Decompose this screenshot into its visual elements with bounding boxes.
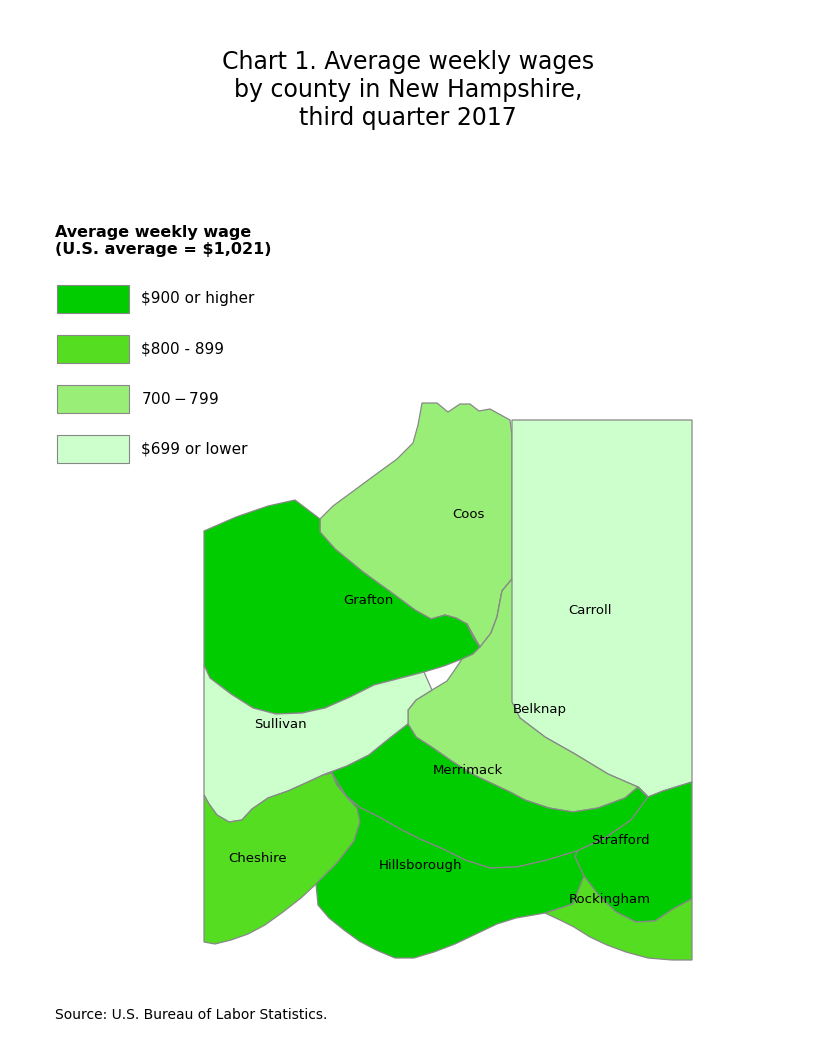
Text: Belknap: Belknap bbox=[513, 703, 567, 717]
Polygon shape bbox=[545, 876, 692, 960]
Text: Carroll: Carroll bbox=[568, 603, 612, 617]
Text: Sullivan: Sullivan bbox=[254, 718, 306, 732]
Text: Hillsborough: Hillsborough bbox=[379, 859, 462, 871]
Bar bbox=[57, 285, 129, 313]
Text: Grafton: Grafton bbox=[343, 593, 393, 606]
Text: Merrimack: Merrimack bbox=[432, 763, 503, 776]
Text: Average weekly wage
(U.S. average = $1,021): Average weekly wage (U.S. average = $1,0… bbox=[55, 225, 272, 258]
Polygon shape bbox=[491, 420, 692, 797]
Text: Cheshire: Cheshire bbox=[228, 851, 287, 865]
Bar bbox=[57, 385, 129, 413]
Bar bbox=[57, 435, 129, 463]
Text: $800 - 899: $800 - 899 bbox=[141, 341, 224, 357]
Polygon shape bbox=[323, 724, 648, 868]
Text: $699 or lower: $699 or lower bbox=[141, 441, 247, 456]
Polygon shape bbox=[408, 579, 638, 812]
Polygon shape bbox=[575, 782, 692, 922]
Text: $900 or higher: $900 or higher bbox=[141, 291, 255, 306]
Bar bbox=[57, 335, 129, 363]
Polygon shape bbox=[204, 773, 360, 944]
Text: $700 - $799: $700 - $799 bbox=[141, 391, 219, 407]
Text: Chart 1. Average weekly wages
by county in New Hampshire,
third quarter 2017: Chart 1. Average weekly wages by county … bbox=[222, 50, 594, 130]
Polygon shape bbox=[204, 499, 480, 714]
Polygon shape bbox=[204, 665, 432, 822]
Polygon shape bbox=[320, 403, 512, 647]
Text: Strafford: Strafford bbox=[591, 833, 650, 847]
Text: Source: U.S. Bureau of Labor Statistics.: Source: U.S. Bureau of Labor Statistics. bbox=[55, 1008, 327, 1022]
Text: Coos: Coos bbox=[452, 509, 484, 522]
Text: Rockingham: Rockingham bbox=[569, 893, 651, 906]
Polygon shape bbox=[316, 773, 584, 958]
